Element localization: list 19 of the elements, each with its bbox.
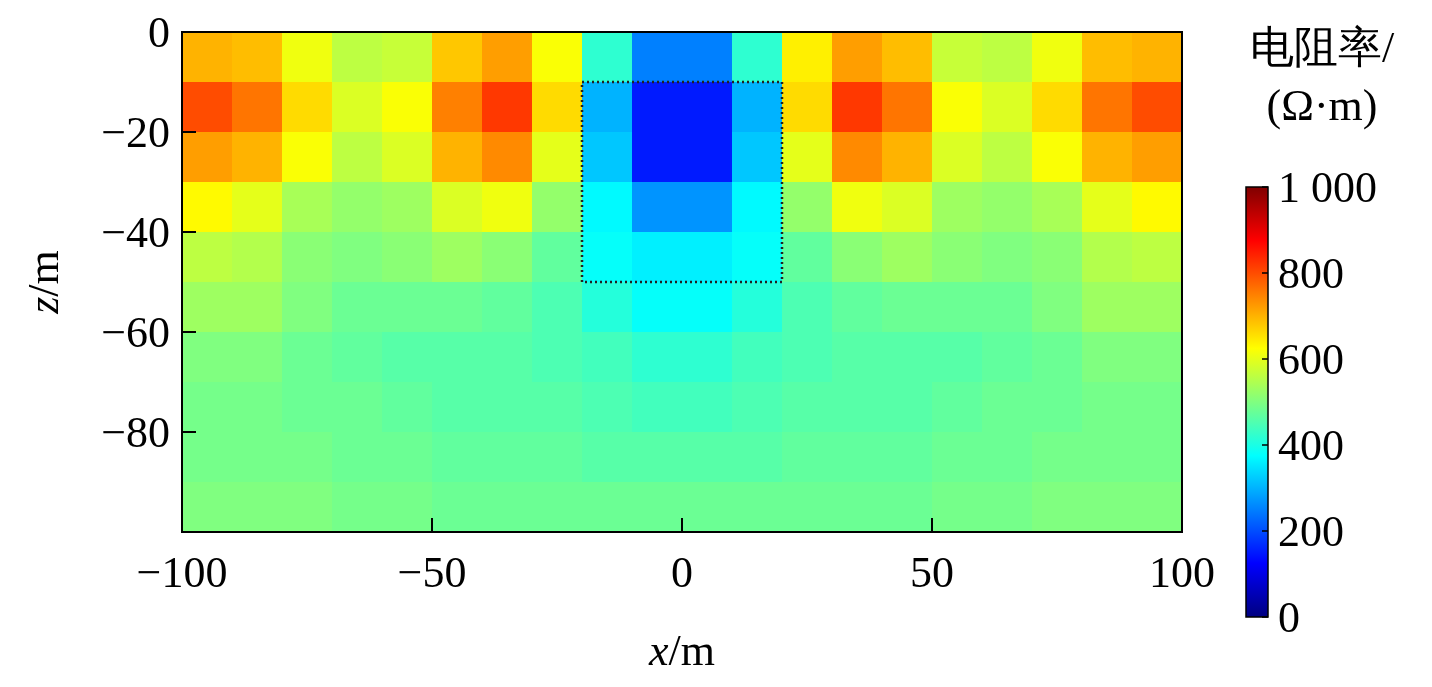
y-tick-label: 0 (148, 8, 170, 57)
y-tick-label: −20 (101, 108, 170, 157)
y-tick-label: −80 (101, 408, 170, 457)
color-bar-label: 600 (1278, 335, 1344, 384)
color-bar-label: 400 (1278, 421, 1344, 470)
color-bar-label: 0 (1278, 593, 1300, 642)
x-tick-label: −50 (397, 548, 467, 597)
y-axis-title: z/m (19, 250, 68, 315)
color-bar-label: 1 000 (1278, 163, 1377, 212)
color-bar-label: 800 (1278, 249, 1344, 298)
color-bar-title: 电阻率/ (Ω·m) (1249, 23, 1395, 130)
color-bar-label: 200 (1278, 507, 1344, 556)
x-tick-label: 100 (1149, 548, 1215, 597)
x-tick-label: 50 (910, 548, 954, 597)
x-tick-label: 0 (671, 548, 693, 597)
y-tick-label: −60 (101, 308, 170, 357)
x-axis-title: x/m (648, 626, 715, 675)
x-tick-label: −100 (136, 548, 228, 597)
y-tick-label: −40 (101, 208, 170, 257)
